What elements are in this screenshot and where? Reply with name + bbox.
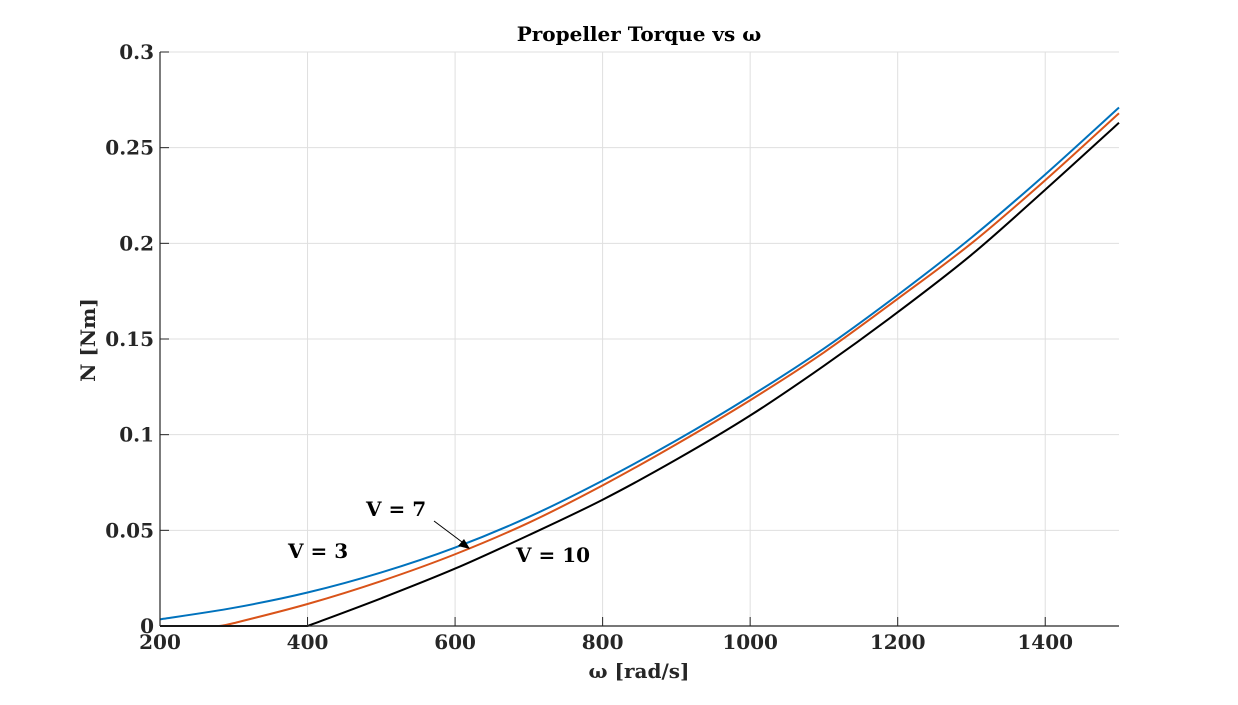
- y-tick-label: 0.15: [105, 327, 154, 351]
- ticks: 200 400 600 800 1000 1200 1400 0 0.05 0.1 0.15 0.2 0…: [105, 40, 1073, 654]
- annotation-v10: V = 10: [515, 543, 590, 567]
- annotation-v7-arrow-line: [433, 520, 467, 546]
- series-line-v-7: [218, 112, 1120, 627]
- x-tick-label: 800: [582, 630, 624, 654]
- chart-title: Propeller Torque vs ω: [517, 22, 762, 46]
- x-tick-label: 1400: [1017, 630, 1073, 654]
- x-tick-label: 400: [287, 630, 329, 654]
- series-layer: [159, 106, 1120, 627]
- x-tick-label: 1000: [722, 630, 778, 654]
- annotation-v7: V = 7: [365, 497, 426, 521]
- annotation-v7-arrowhead: [458, 539, 470, 549]
- series-line-v-10: [160, 122, 1120, 627]
- x-tick-label: 1200: [870, 630, 926, 654]
- y-axis-title: N [Nm]: [76, 298, 100, 382]
- series-line-v-3: [159, 106, 1120, 621]
- x-tick-label: 600: [434, 630, 476, 654]
- y-tick-label: 0.1: [119, 423, 154, 447]
- y-tick-label: 0.3: [119, 40, 154, 64]
- grid: [160, 51, 1119, 626]
- y-tick-label: 0: [140, 614, 154, 638]
- y-tick-label: 0.25: [105, 136, 154, 160]
- y-tick-label: 0.2: [119, 231, 154, 255]
- y-tick-label: 0.05: [105, 518, 154, 542]
- annotation-v3: V = 3: [287, 539, 348, 563]
- x-tick-label: 200: [139, 630, 181, 654]
- x-axis-title: ω [rad/s]: [589, 659, 690, 683]
